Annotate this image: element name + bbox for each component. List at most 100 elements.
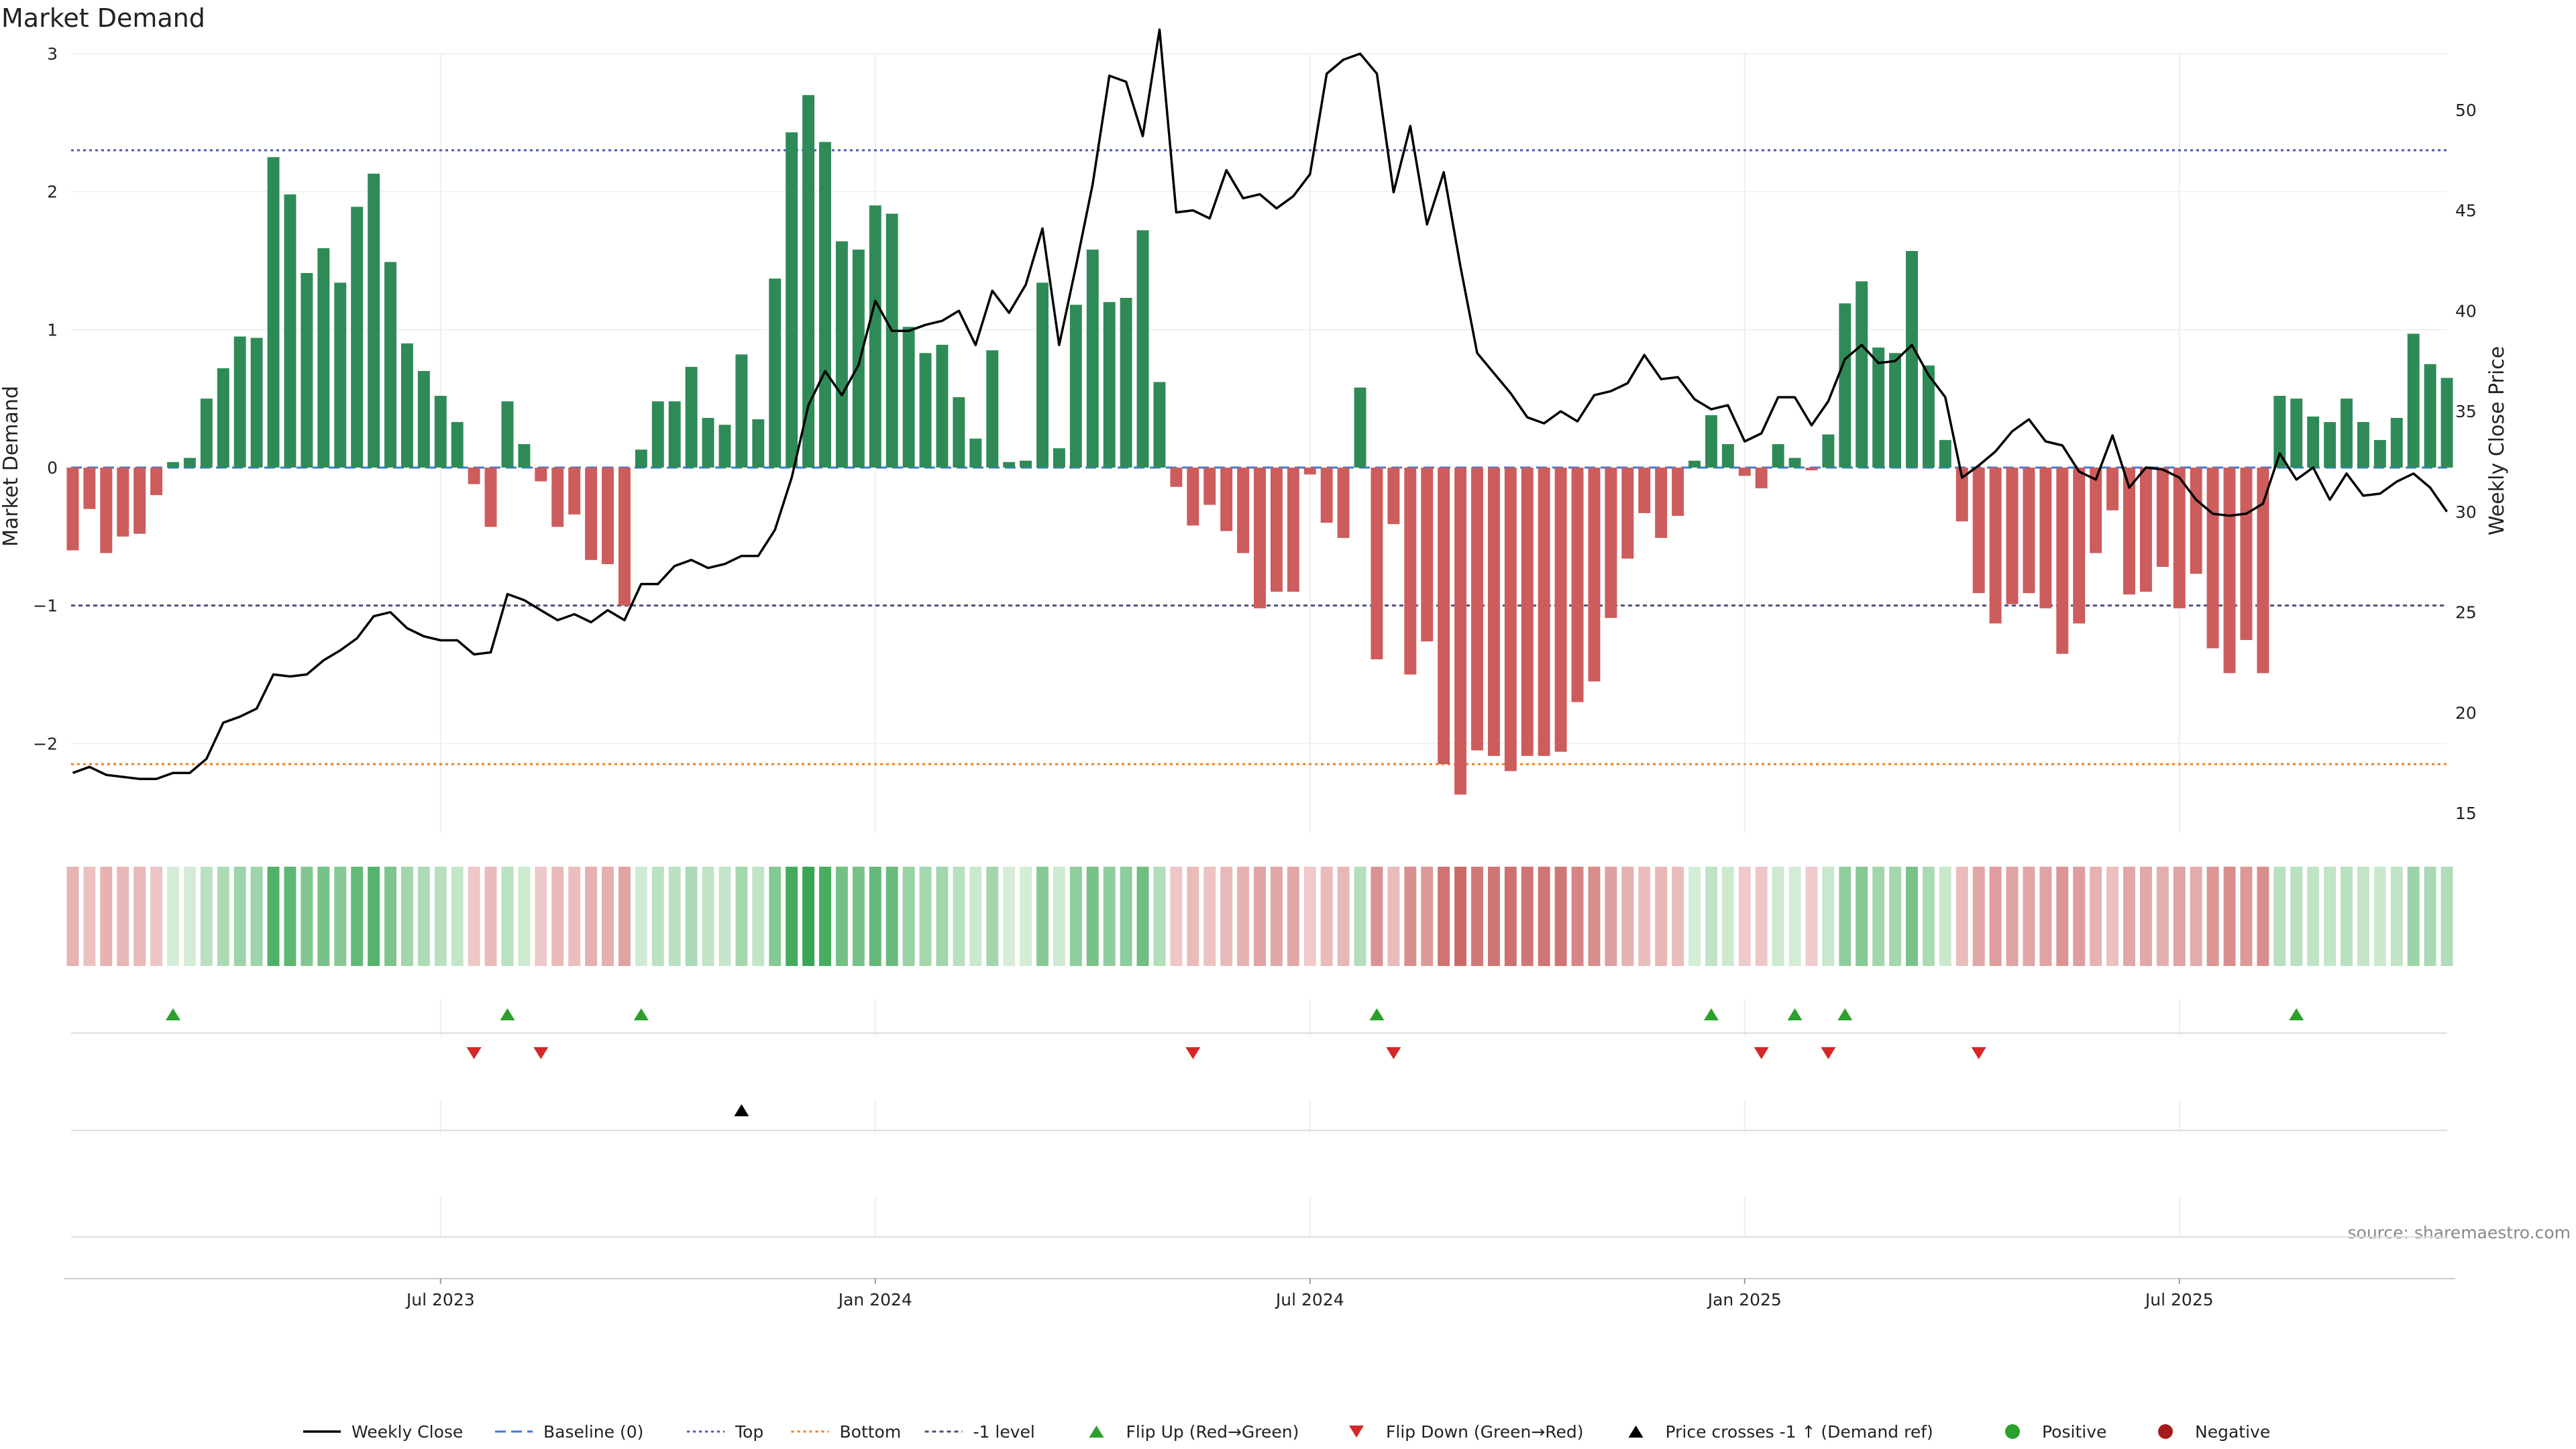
demand-bar — [819, 142, 831, 468]
heat-cell — [1755, 867, 1768, 966]
demand-bar — [551, 467, 564, 527]
heat-cell — [1438, 867, 1450, 966]
demand-bar — [1053, 448, 1065, 468]
legend-label: Positive — [2042, 1422, 2106, 1442]
legend-item: Flip Up (Red→Green) — [1089, 1422, 1299, 1442]
flip-up-marker — [2289, 1008, 2304, 1020]
x-tick-label: Jul 2023 — [405, 1290, 475, 1309]
heat-cell — [1772, 867, 1784, 966]
legend-label: Baseline (0) — [543, 1422, 643, 1442]
demand-bar — [133, 467, 146, 534]
demand-bar — [1538, 467, 1550, 756]
legend-symbol — [2005, 1424, 2020, 1439]
demand-bar — [1069, 305, 1082, 468]
legend-label: Flip Up (Red→Green) — [1126, 1422, 1299, 1442]
demand-bar — [1605, 467, 1617, 619]
demand-bar — [1454, 467, 1467, 795]
heat-cell — [2056, 867, 2069, 966]
heat-cell — [1421, 867, 1434, 966]
heat-cell — [1036, 867, 1049, 966]
demand-bar — [2373, 439, 2386, 468]
heat-cell — [267, 867, 280, 966]
heat-cell — [969, 867, 982, 966]
flip-down-marker — [1185, 1047, 1201, 1059]
demand-bar — [1036, 282, 1049, 468]
right-tick-label: 15 — [2455, 804, 2477, 823]
heat-cell — [2139, 867, 2152, 966]
heat-cell — [1788, 867, 1801, 966]
flip-down-marker — [1386, 1047, 1401, 1059]
weekly-close-series — [72, 28, 2448, 780]
heat-cell — [902, 867, 915, 966]
demand-bars — [66, 95, 2453, 795]
heat-cell — [618, 867, 631, 966]
flip-up-marker — [1787, 1008, 1803, 1020]
legend-label: Flip Down (Green→Red) — [1386, 1422, 1584, 1442]
demand-bar — [434, 396, 447, 468]
demand-bar — [2407, 333, 2420, 468]
demand-bar — [735, 354, 748, 468]
flip-up-marker — [500, 1008, 515, 1020]
demand-bar — [1371, 467, 1383, 659]
heat-cell — [1621, 867, 1634, 966]
demand-bar — [1270, 467, 1283, 592]
demand-bar — [1839, 303, 1851, 468]
heat-cell — [150, 867, 163, 966]
axis-ticks: 3 2 1 0 −1 −2 50 45 40 35 30 25 20 15 — [33, 44, 2477, 823]
demand-bar — [2023, 467, 2035, 594]
heat-cell — [885, 867, 898, 966]
flip-down-marker — [466, 1047, 482, 1059]
demand-bar — [1136, 230, 1149, 468]
heat-cell — [501, 867, 514, 966]
demand-bar — [2307, 416, 2320, 468]
heat-cell — [2290, 867, 2303, 966]
demand-bar — [969, 438, 982, 468]
demand-bar — [317, 248, 330, 468]
demand-bar — [1020, 460, 1032, 468]
demand-bar — [752, 419, 765, 468]
x-tick-label: Jan 2024 — [837, 1290, 912, 1309]
flip-up-marker — [1703, 1008, 1719, 1020]
demand-bar — [66, 467, 79, 551]
legend-item: Top — [687, 1422, 763, 1442]
demand-bar — [602, 467, 614, 564]
demand-bar — [2273, 396, 2286, 468]
left-axis-label: Market Demand — [0, 386, 23, 547]
heat-cell — [2341, 867, 2353, 966]
flip-up-marker — [633, 1008, 649, 1020]
chart-legend: Weekly Close Baseline (0) Top Bottom -1 leve… — [303, 1422, 2270, 1442]
heat-cell — [317, 867, 330, 966]
legend-item: Bottom — [791, 1422, 901, 1442]
right-tick-label: 20 — [2455, 703, 2477, 722]
demand-bar — [1772, 444, 1784, 468]
demand-bar — [986, 350, 999, 468]
heat-cell — [1889, 867, 1902, 966]
heat-cell — [2257, 867, 2269, 966]
demand-bar — [1303, 467, 1316, 475]
heat-cell — [585, 867, 598, 966]
demand-bar — [1939, 439, 1951, 468]
heat-cell — [167, 867, 179, 966]
demand-bar — [2006, 467, 2019, 604]
demand-bar — [1504, 467, 1517, 771]
heat-cell — [1287, 867, 1299, 966]
legend-label: Top — [735, 1422, 763, 1442]
demand-bar — [1889, 353, 1902, 468]
heat-cell — [2324, 867, 2337, 966]
demand-bar — [301, 273, 313, 468]
heat-cell — [250, 867, 263, 966]
heat-cell — [2206, 867, 2219, 966]
legend-label: Price crosses -1 ↑ (Demand ref) — [1666, 1422, 1933, 1442]
demand-bar — [217, 368, 229, 468]
heat-cell — [417, 867, 430, 966]
demand-bar — [2073, 467, 2086, 624]
x-tick-label: Jul 2024 — [1275, 1290, 1344, 1309]
heat-cell — [1103, 867, 1116, 966]
demand-bar — [2424, 364, 2436, 468]
heat-cell — [1939, 867, 1951, 966]
heat-cell — [568, 867, 581, 966]
demand-bar — [484, 467, 497, 527]
heat-cell — [635, 867, 647, 966]
legend-item: Weekly Close — [303, 1422, 463, 1442]
